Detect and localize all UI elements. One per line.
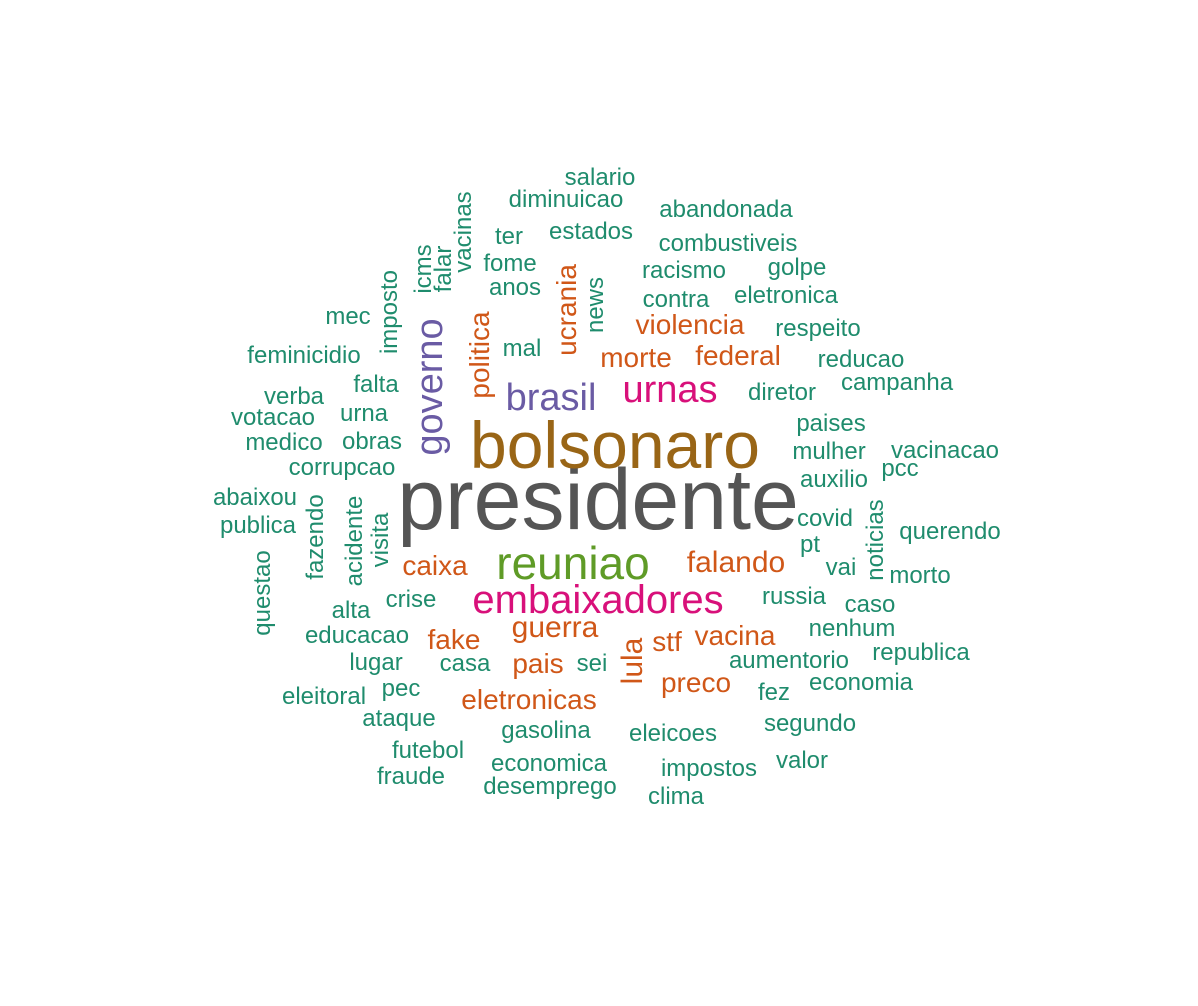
word-news: news [582, 276, 609, 334]
word-preco: preco [660, 667, 732, 698]
word-fake: fake [427, 624, 481, 655]
word-pec: pec [381, 675, 421, 702]
word-urnas: urnas [622, 369, 718, 411]
word-combustiveis: combustiveis [658, 230, 798, 257]
word-golpe: golpe [767, 254, 827, 281]
word-lula: lula [616, 637, 649, 685]
word-economia: economia [808, 669, 914, 696]
word-paises: paises [796, 410, 866, 437]
word-caixa: caixa [402, 550, 468, 581]
word-verba: verba [263, 383, 325, 410]
word-clima: clima [647, 783, 705, 810]
word-fazendo: fazendo [302, 494, 329, 580]
word-violencia: violencia [635, 309, 745, 340]
word-covid: covid [796, 505, 854, 532]
word-questao: questao [249, 550, 276, 636]
word-economica: economica [490, 750, 608, 777]
word-diretor: diretor [747, 379, 817, 406]
word-falando: falando [686, 546, 786, 579]
word-medico: medico [245, 429, 323, 456]
word-corrupcao: corrupcao [288, 454, 396, 481]
word-urna: urna [339, 400, 389, 427]
word-estados: estados [548, 218, 634, 245]
word-brasil: brasil [505, 377, 597, 419]
word-ter: ter [494, 223, 524, 250]
word-reuniao: reuniao [496, 537, 650, 589]
word-morto: morto [889, 562, 951, 589]
word-campanha: campanha [840, 369, 954, 396]
word-visita: visita [367, 512, 394, 568]
word-nenhum: nenhum [808, 615, 896, 642]
word-abandonada: abandonada [659, 196, 793, 223]
word-gasolina: gasolina [501, 717, 591, 744]
word-republica: republica [872, 639, 970, 666]
word-eletronicas: eletronicas [461, 684, 597, 715]
word-auxilio: auxilio [799, 466, 869, 493]
word-futebol: futebol [391, 737, 465, 764]
word-alta: alta [331, 597, 371, 624]
word-obras: obras [341, 428, 403, 455]
word-vacinacao: vacinacao [890, 437, 1000, 464]
word-reducao: reducao [817, 346, 905, 373]
word-mal: mal [502, 335, 542, 362]
word-mec: mec [325, 303, 371, 330]
word-publica: publica [219, 512, 297, 539]
word-falta: falta [353, 371, 399, 398]
word-fraude: fraude [376, 763, 446, 790]
word-federal: federal [695, 340, 781, 371]
word-anos: anos [488, 274, 542, 301]
word-diminuicao: diminuicao [508, 186, 624, 213]
word-contra: contra [642, 286, 710, 313]
word-pcc: pcc [881, 455, 919, 482]
word-desemprego: desemprego [483, 773, 617, 800]
word-presidente: presidente [397, 452, 799, 548]
word-falar: falar [430, 245, 457, 293]
word-crise: crise [385, 586, 437, 613]
word-vai: vai [825, 554, 857, 581]
word-guerra: guerra [511, 611, 599, 644]
word-russia: russia [761, 583, 827, 610]
word-eleicoes: eleicoes [628, 720, 718, 747]
word-morte: morte [600, 342, 672, 373]
word-valor: valor [775, 747, 829, 774]
word-salario: salario [564, 164, 636, 191]
word-respeito: respeito [775, 315, 861, 342]
word-fez: fez [757, 679, 791, 706]
word-stf: stf [652, 626, 682, 657]
word-casa: casa [439, 650, 491, 677]
word-aumentorio: aumentorio [728, 647, 850, 674]
word-votacao: votacao [230, 404, 316, 431]
word-bolsonaro: bolsonaro [470, 408, 760, 482]
word-pt: pt [799, 531, 821, 558]
word-abaixou: abaixou [212, 484, 298, 511]
word-segundo: segundo [763, 710, 857, 737]
word-eletronica: eletronica [733, 282, 839, 309]
word-fome: fome [483, 250, 537, 277]
word-querendo: querendo [899, 518, 1001, 545]
word-feminicidio: feminicidio [247, 342, 361, 369]
word-pais: pais [512, 648, 564, 679]
word-educacao: educacao [304, 622, 410, 649]
word-impostos: impostos [660, 755, 758, 782]
word-embaixadores: embaixadores [472, 578, 724, 622]
word-politica: politica [464, 311, 495, 399]
word-governo: governo [409, 318, 451, 456]
word-caso: caso [844, 591, 896, 618]
word-acidente: acidente [341, 495, 368, 587]
word-lugar: lugar [349, 649, 403, 676]
word-mulher: mulher [792, 438, 866, 465]
word-sei: sei [576, 650, 608, 677]
word-noticias: noticias [862, 499, 889, 581]
word-racismo: racismo [641, 257, 727, 284]
word-ucrania: ucrania [551, 264, 582, 356]
word-eleitoral: eleitoral [281, 683, 367, 710]
word-ataque: ataque [362, 705, 436, 732]
word-vacina: vacina [694, 620, 776, 651]
word-imposto: imposto [376, 269, 403, 355]
